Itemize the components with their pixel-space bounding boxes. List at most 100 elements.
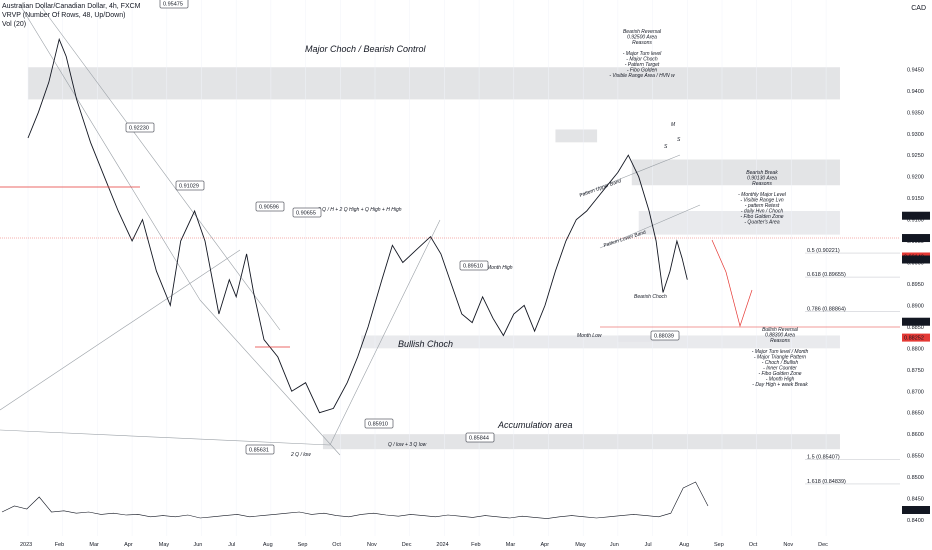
bearish-break-note: - Visible Range Lvn [740,198,783,204]
price-tick: 0.9250 [907,153,924,159]
time-tick: Oct [332,542,341,548]
bearish-reversal-note: Reasons [632,40,652,46]
swing-letter: S [677,137,681,143]
trend-line [0,429,331,446]
bullish-choch-label: Bullish Choch [398,339,453,349]
price-tick: 0.8800 [907,346,924,352]
price-callout-box [255,201,285,212]
price-callout-text: 0.85844 [469,436,489,442]
price-callout-text: 0.90655 [296,211,316,217]
pattern-upper-label: Pattern Upper Band [579,178,623,199]
trend-line [39,4,281,331]
price-callout-text: 0.92230 [129,126,149,132]
zone-box [361,335,840,349]
time-tick: May [575,542,586,548]
trend-lines [0,4,701,456]
swing-letter: M [671,122,676,128]
bullish-reversal-note: - Month High [766,377,795,383]
time-tick: 2023 [20,542,32,548]
price-callout-text: 0.85910 [368,422,388,428]
volume-value-box [902,506,930,514]
volume-value: 24.257K [906,508,927,514]
price-label-box [902,211,930,220]
bearish-reversal-note: - Fibo Golden [627,68,658,74]
bullish-reversal-note: - Choch / Bullish [762,360,799,366]
zone-box [555,129,598,143]
time-axis: 2023 Feb Mar Apr May Jun Jul Aug Sep Oct Nov Dec 202… [20,542,828,548]
price-tick: 0.9200 [907,175,924,181]
pattern-upper-line [579,154,681,196]
bearish-reversal-note: - Pattern Target [625,62,660,68]
price-callout-box [650,330,680,341]
price-label: 0.90567 [904,236,924,242]
price-tick: 0.9050 [907,239,924,245]
trend-line [0,249,241,411]
time-tick: Oct [749,542,758,548]
bearish-break-note: - daily Hvn / Choch [741,209,783,215]
zone-box [28,67,840,100]
accumulation-label: Accumulation area [497,420,573,430]
trend-line [329,219,441,446]
bearish-break-note: - Fibo Golden Zone [740,214,783,220]
zone-box [322,434,840,450]
price-label: 0.88617 [904,320,924,326]
bearish-break-note: - Monthly Major Level [738,192,787,198]
bearish-reversal-note: - Major Turn level [623,51,662,57]
price-tick: 0.9450 [907,67,924,73]
price-label: 0.90067 [904,257,924,263]
bullish-reversal-note: Reasons [770,338,790,344]
fib-label: 0.786 (0.88864) [807,306,846,312]
price-label-box [902,317,930,326]
major-choch-label: Major Choch / Bearish Control [305,44,427,54]
time-tick: Nov [783,542,793,548]
price-tick: 0.8850 [907,325,924,331]
price-callout-box [292,207,322,218]
price-tick: 0.8550 [907,454,924,460]
time-tick: Sep [298,542,308,548]
zone-box [617,335,660,342]
time-tick: Feb [55,542,64,548]
month-high-label: Month High [487,265,513,271]
bullish-reversal-note: - Inner Counter [763,366,797,372]
price-tick: 0.9150 [907,196,924,202]
price-callout-box [364,418,394,429]
currency-label: CAD [911,5,926,12]
bearish-break-note: Bearish Break [746,170,778,176]
price-tick: 0.8700 [907,389,924,395]
bullish-reversal-note: 0.88300 Area [765,333,795,339]
bullish-reversal-note: - Major Turn level / Month [752,349,809,355]
price-callout-box [159,0,189,9]
price-tick: 0.9400 [907,89,924,95]
price-callout-box [125,122,155,133]
price-callout-text: 0.90596 [259,205,279,211]
time-tick: Apr [124,542,133,548]
time-tick: Jul [645,542,652,548]
bearish-break-note: Reasons [752,181,772,187]
time-tick: Jun [610,542,619,548]
projection-line [711,239,753,328]
time-tick: Jun [194,542,203,548]
price-tick: 0.8650 [907,411,924,417]
volume-pane: 24.257K [1,481,930,519]
bearish-break-note: - pattern Retest [745,203,780,209]
symbol-title: Australian Dollar/Canadian Dollar, 4h, F… [2,3,141,10]
bearish-reversal-note: - Visible Range Area / HVN w [609,73,675,79]
price-callout-box [245,444,275,455]
time-tick: Nov [367,542,377,548]
price-tick: 0.8600 [907,432,924,438]
price-callout-box [175,180,205,191]
price-callout-box [459,260,489,271]
price-line [27,37,688,414]
trend-line [199,299,341,456]
bearish-reversal-note: 0.92500 Area [627,35,657,41]
two-q-low-label: 2 Q / low [290,452,311,458]
price-callout-text: 0.95475 [163,2,183,8]
fib-label: 0.618 (0.89655) [807,272,846,278]
grid-lines [27,0,827,536]
price-tick: 0.8400 [907,518,924,524]
q-low-label: Q / low + 3 Q low [388,442,427,448]
time-tick: 2024 [436,542,448,548]
fib-label: 1.618 (0.84839) [807,479,846,485]
bearish-reversal-note: Bearish Reversal [623,29,662,35]
price-axis: 0.8400 0.8450 0.8500 0.8550 0.8600 0.8650 0.87… [902,67,930,524]
